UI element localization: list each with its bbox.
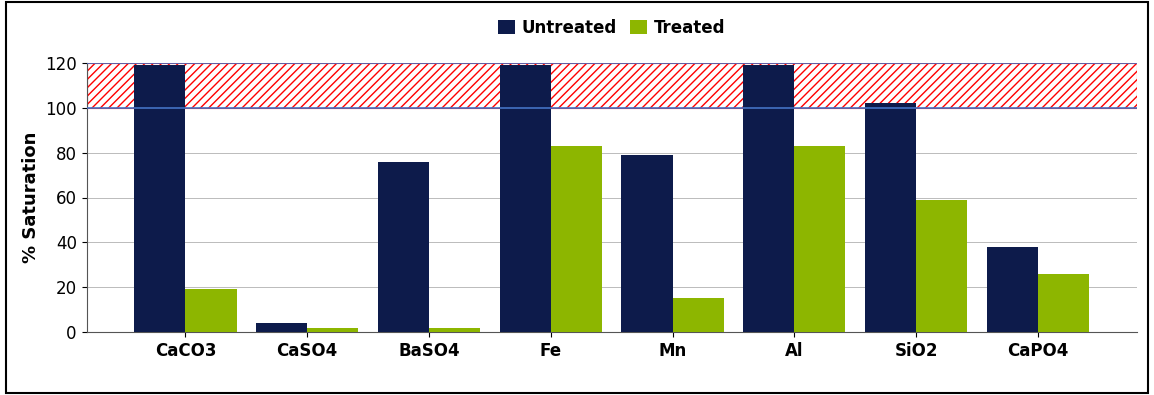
Bar bbox=[550, 146, 602, 332]
Bar bbox=[377, 162, 429, 332]
Bar bbox=[186, 289, 237, 332]
Bar bbox=[743, 66, 794, 332]
Bar bbox=[673, 298, 724, 332]
Bar bbox=[621, 155, 673, 332]
Bar bbox=[307, 329, 359, 332]
Bar bbox=[743, 66, 794, 332]
Bar bbox=[987, 247, 1037, 332]
Bar bbox=[987, 247, 1037, 332]
Bar bbox=[87, 63, 1137, 108]
Bar bbox=[794, 146, 846, 332]
Bar bbox=[673, 298, 724, 332]
Bar bbox=[916, 200, 967, 332]
Bar bbox=[134, 66, 186, 332]
Bar bbox=[500, 66, 550, 332]
Bar bbox=[916, 200, 967, 332]
Bar bbox=[256, 323, 307, 332]
Bar bbox=[621, 155, 673, 332]
Bar bbox=[1037, 274, 1089, 332]
Bar bbox=[550, 146, 602, 332]
Y-axis label: % Saturation: % Saturation bbox=[22, 132, 39, 263]
Bar bbox=[1037, 274, 1089, 332]
Bar bbox=[864, 103, 916, 332]
Bar bbox=[377, 162, 429, 332]
Legend: Untreated, Treated: Untreated, Treated bbox=[492, 12, 732, 44]
Bar bbox=[429, 329, 480, 332]
Bar bbox=[429, 329, 480, 332]
Bar bbox=[794, 146, 846, 332]
Bar bbox=[186, 289, 237, 332]
Bar bbox=[864, 103, 916, 332]
Bar bbox=[256, 323, 307, 332]
Bar bbox=[134, 66, 186, 332]
Bar bbox=[307, 329, 359, 332]
Bar bbox=[500, 66, 550, 332]
